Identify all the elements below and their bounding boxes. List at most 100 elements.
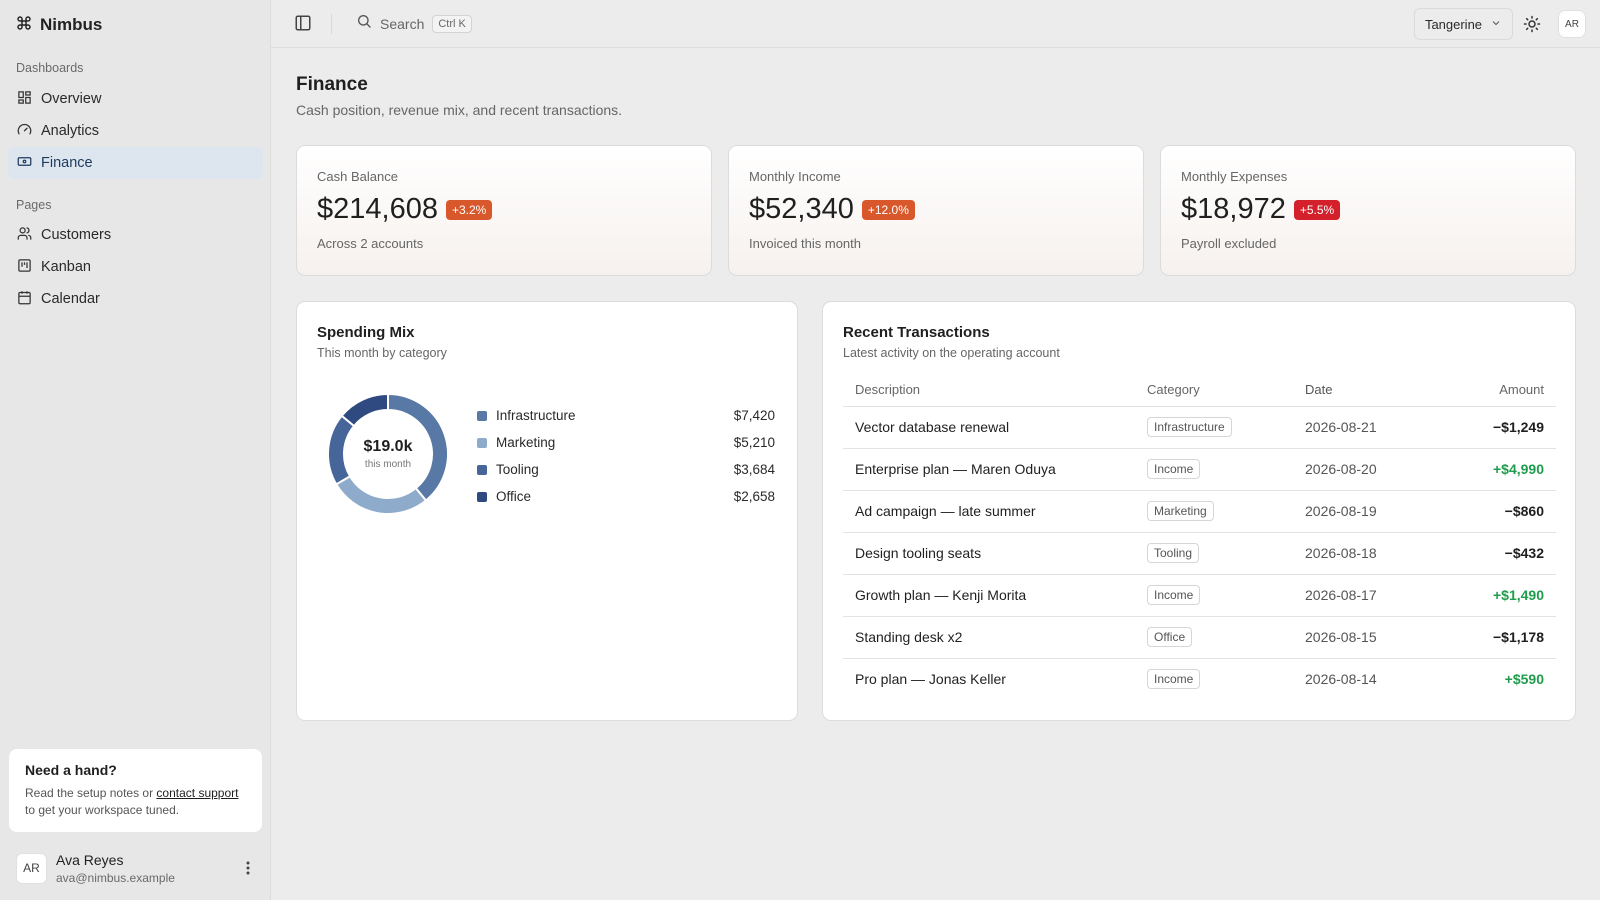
stat-card-monthly-income: Monthly Income $52,340 +12.0% Invoiced t… (728, 145, 1144, 276)
cell-date: 2026-08-19 (1305, 490, 1445, 533)
table-row[interactable]: Enterprise plan — Maren Oduya Income 202… (843, 448, 1556, 491)
cell-amount: +$1,490 (1445, 574, 1556, 617)
sidebar-item-overview[interactable]: Overview (8, 83, 263, 115)
cell-category: Income (1147, 448, 1305, 491)
cell-description: Enterprise plan — Maren Oduya (843, 448, 1147, 491)
table-row[interactable]: Vector database renewal Infrastructure 2… (843, 406, 1556, 449)
stat-label: Monthly Expenses (1181, 169, 1288, 184)
category-tag: Marketing (1147, 501, 1214, 521)
legend-value: $7,420 (733, 408, 775, 423)
spending-mix-card: Spending Mix This month by category $19.… (296, 301, 798, 721)
cell-description: Pro plan — Jonas Keller (855, 671, 1006, 688)
donut-slice-office (340, 392, 389, 428)
cell-description: Vector database renewal (843, 406, 1147, 449)
table-row[interactable]: Pro plan — Jonas Keller Income 2026-08-1… (843, 658, 1556, 700)
sidebar-item-calendar[interactable]: Calendar (8, 283, 263, 315)
sidebar-item-label: Finance (41, 155, 93, 171)
cell-amount: −$432 (1445, 532, 1556, 575)
cell-description: Growth plan — Kenji Morita (843, 574, 1147, 617)
column-header-date: Date (1305, 373, 1445, 407)
legend-value: $3,684 (733, 462, 775, 477)
cell-date: 2026-08-17 (1305, 574, 1445, 617)
sidebar-item-label: Kanban (41, 259, 91, 275)
spending-donut-chart (327, 392, 449, 515)
cell-description: Design tooling seats (843, 532, 1147, 575)
user-name: Ava Reyes (56, 851, 124, 868)
cell-description: Ad campaign — late summer (843, 490, 1147, 533)
divider (331, 14, 332, 34)
cell-category: Income (1147, 574, 1305, 617)
table-row[interactable]: Standing desk x2 Office 2026-08-15 −$1,1… (843, 616, 1556, 659)
card-title: Recent Transactions (843, 324, 990, 341)
legend-swatch (477, 491, 487, 502)
legend-item: Tooling $3,684 (477, 456, 775, 483)
user-info: Ava Reyes ava@nimbus.example (56, 852, 231, 885)
legend-swatch (477, 464, 487, 475)
sidebar-item-customers[interactable]: Customers (8, 219, 263, 251)
column-header-description: Description (843, 373, 1147, 407)
table-row[interactable]: Design tooling seats Tooling 2026-08-18 … (843, 532, 1556, 575)
sun-icon[interactable] (1523, 15, 1541, 33)
cell-date: 2026-08-15 (1305, 616, 1445, 659)
theme-select-value: Tangerine (1424, 16, 1483, 32)
brand[interactable]: Nimbus (16, 14, 102, 36)
stat-footnote: Across 2 accounts (317, 236, 424, 251)
theme-select[interactable]: Tangerine (1414, 8, 1513, 40)
category-tag: Income (1147, 459, 1201, 479)
help-text-before: Read the setup notes or (25, 786, 157, 800)
sidebar-item-label: Analytics (41, 123, 100, 139)
sidebar-toggle-icon[interactable] (294, 14, 312, 32)
legend-value: $2,658 (733, 489, 775, 504)
sidebar-item-analytics[interactable]: Analytics (8, 115, 263, 147)
category-tag: Infrastructure (1147, 417, 1232, 437)
help-card: Need a hand? Read the setup notes or con… (9, 749, 262, 832)
stat-label: Monthly Income (749, 169, 841, 184)
legend-item: Infrastructure $7,420 (477, 402, 775, 429)
grid-icon (17, 90, 32, 109)
sidebar-item-finance[interactable]: Finance (8, 147, 263, 179)
brand-name: Nimbus (40, 15, 103, 34)
stat-value: $214,608 (317, 193, 438, 225)
stat-card-cash-balance: Cash Balance $214,608 +3.2% Across 2 acc… (296, 145, 712, 276)
legend-label: Marketing (496, 435, 556, 450)
sidebar-item-label: Customers (41, 227, 112, 243)
category-tag: Income (1147, 669, 1201, 690)
table-row[interactable]: Growth plan — Kenji Morita Income 2026-0… (843, 574, 1556, 617)
cell-category: Office (1147, 616, 1305, 659)
category-tag: Office (1147, 627, 1193, 647)
legend-label: Office (496, 489, 532, 504)
top-avatar[interactable]: AR (1558, 10, 1586, 38)
contact-support-link[interactable]: contact support (156, 786, 239, 800)
user-email: ava@nimbus.example (56, 870, 175, 885)
stat-card-monthly-expenses: Monthly Expenses $18,972 +5.5% Payroll e… (1160, 145, 1576, 276)
cell-date: 2026-08-21 (1305, 406, 1445, 449)
category-tag: Income (1147, 585, 1201, 605)
change-badge: +12.0% (861, 199, 915, 220)
transactions-table: Description Category Date Amount Vector … (843, 373, 1556, 700)
topbar: Search Ctrl K Tangerine AR (271, 0, 1600, 48)
donut-total: $19.0k (363, 438, 413, 455)
change-badge: +3.2% (445, 199, 493, 220)
legend-item: Marketing $5,210 (477, 429, 775, 456)
help-title: Need a hand? (25, 762, 117, 778)
cell-amount: +$4,990 (1445, 448, 1556, 491)
table-row[interactable]: Ad campaign — late summer Marketing 2026… (843, 490, 1556, 533)
kanban-icon (17, 258, 32, 277)
cell-description: Standing desk x2 (843, 616, 1147, 659)
cell-category: Marketing (1147, 490, 1305, 533)
legend-swatch (477, 437, 487, 448)
user-profile[interactable]: AR Ava Reyes ava@nimbus.example (16, 848, 256, 888)
section-label-dashboards: Dashboards (16, 61, 84, 75)
stat-label: Cash Balance (317, 169, 398, 184)
page-subtitle: Cash position, revenue mix, and recent t… (296, 102, 623, 118)
column-header-category: Category (1147, 373, 1305, 407)
cell-amount: +$590 (1504, 671, 1544, 688)
search-button[interactable]: Search Ctrl K (356, 13, 472, 34)
page-title: Finance (296, 74, 368, 95)
banknote-icon (17, 154, 32, 173)
card-title: Spending Mix (317, 324, 415, 341)
more-vertical-icon[interactable] (240, 858, 256, 878)
cell-category: Infrastructure (1147, 406, 1305, 449)
cell-amount: −$1,178 (1445, 616, 1556, 659)
sidebar-item-kanban[interactable]: Kanban (8, 251, 263, 283)
